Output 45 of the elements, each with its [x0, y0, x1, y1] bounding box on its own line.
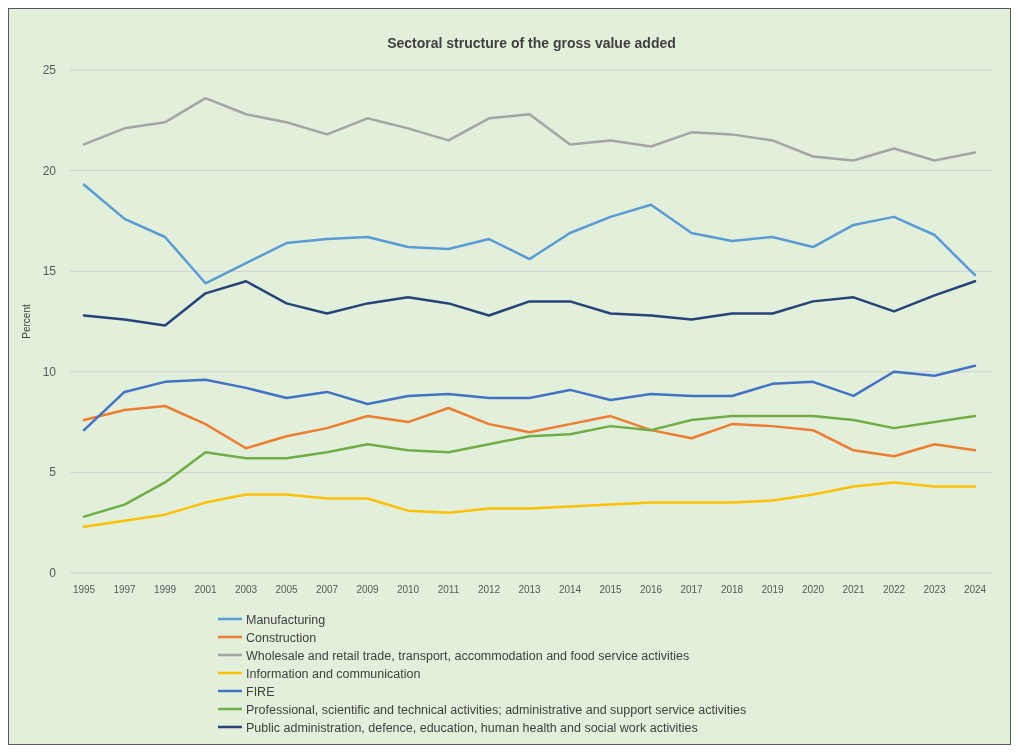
x-tick-label: 2001 — [194, 584, 218, 595]
legend-label: Public administration, defence, education, human health and social work activities — [246, 720, 698, 735]
line-series — [82, 404, 977, 458]
line-series — [82, 364, 977, 432]
line-series — [82, 481, 977, 528]
x-tick-label: 1997 — [113, 584, 137, 595]
x-tick-label: 2012 — [477, 584, 501, 595]
x-tick-label: 2011 — [437, 584, 460, 595]
y-tick-label: 5 — [49, 465, 57, 480]
line-series — [82, 280, 977, 327]
x-tick-label: 2013 — [518, 584, 542, 595]
line-series — [82, 96, 977, 162]
chart-title: Sectoral structure of the gross value added — [387, 35, 676, 51]
x-tick-label: 2019 — [761, 584, 785, 595]
x-tick-label: 1995 — [72, 584, 96, 595]
y-axis-title: Percent — [21, 304, 32, 339]
x-tick-label: 2022 — [882, 584, 906, 595]
x-tick-label: 2021 — [842, 584, 866, 595]
x-tick-label: 2024 — [963, 584, 987, 595]
x-tick-label: 2005 — [275, 584, 299, 595]
line-series — [82, 414, 977, 518]
x-tick-label: 2015 — [599, 584, 623, 595]
x-tick-label: 2016 — [639, 584, 663, 595]
x-tick-label: 1999 — [153, 584, 177, 595]
y-tick-label: 10 — [42, 364, 57, 379]
x-tick-label: 2017 — [680, 584, 704, 595]
x-tick-label: 2007 — [315, 584, 339, 595]
legend-label: Construction — [246, 630, 317, 645]
legend-label: Manufacturing — [246, 612, 326, 627]
legend-label: Information and communication — [246, 666, 421, 681]
x-tick-label: 2010 — [396, 584, 420, 595]
y-tick-label: 25 — [42, 63, 57, 77]
legend-label: FIRE — [246, 684, 275, 699]
x-tick-label: 2009 — [356, 584, 380, 595]
x-tick-label: 2023 — [923, 584, 947, 595]
y-tick-label: 20 — [42, 163, 57, 178]
legend-label: Professional, scientific and technical activities; administrative and support service activities — [246, 702, 747, 717]
x-tick-label: 2020 — [801, 584, 825, 595]
x-tick-label: 2003 — [234, 584, 258, 595]
x-tick-label: 2014 — [558, 584, 582, 595]
legend-label: Wholesale and retail trade, transport, accommodation and food service activities — [246, 648, 690, 663]
y-tick-label: 0 — [49, 566, 57, 580]
x-tick-label: 2018 — [720, 584, 744, 595]
line-series — [82, 183, 977, 285]
y-tick-label: 15 — [42, 264, 57, 279]
